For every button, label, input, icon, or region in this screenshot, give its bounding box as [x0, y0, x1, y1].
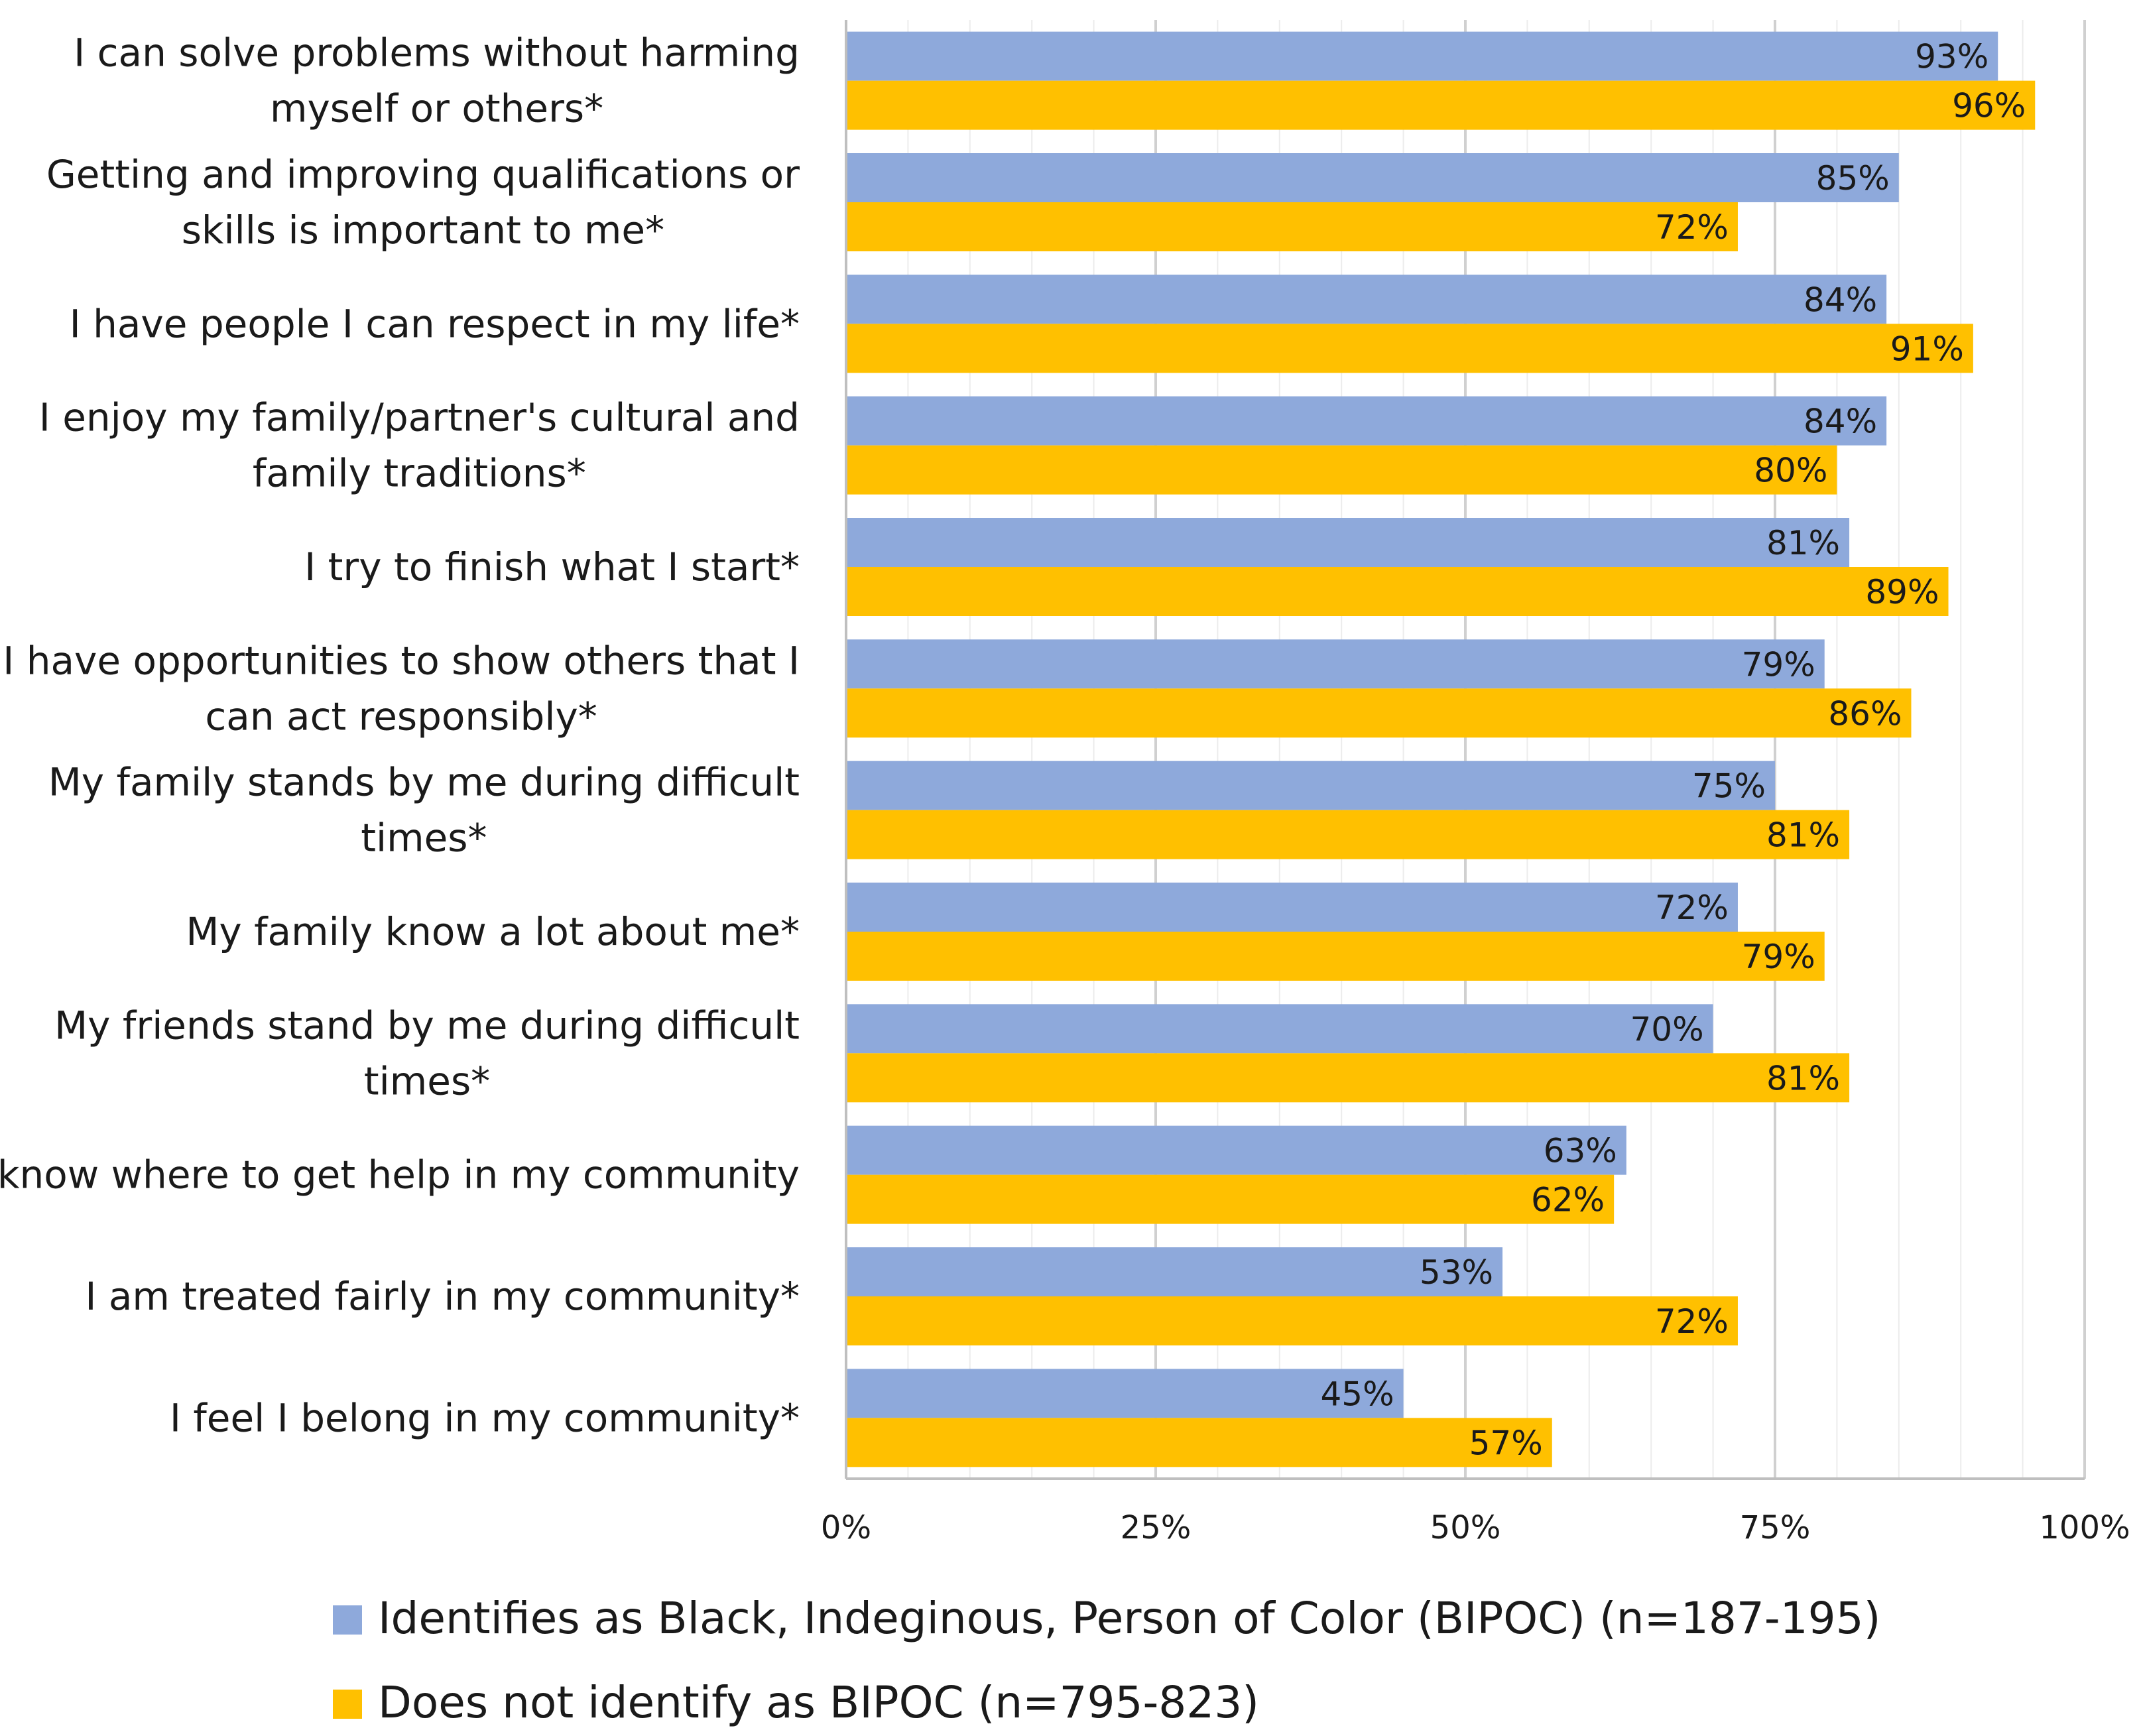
- bar-bipoc: [846, 1369, 1404, 1418]
- category-label-line: I am treated fairly in my community*: [85, 1274, 800, 1319]
- bar-non-bipoc: [846, 810, 1850, 859]
- legend-label: Does not identify as BIPOC (n=795-823): [378, 1677, 1259, 1728]
- category-label: I have people I can respect in my life*: [70, 301, 800, 346]
- x-tick-label: 100%: [2039, 1509, 2130, 1546]
- data-label: 85%: [1816, 159, 1890, 198]
- bar-non-bipoc: [846, 1296, 1738, 1345]
- data-label: 45%: [1320, 1375, 1394, 1413]
- bar-bipoc: [846, 1004, 1713, 1054]
- gridlines: [907, 20, 2086, 1479]
- bar-bipoc: [846, 275, 1887, 324]
- data-label: 79%: [1742, 645, 1815, 684]
- category-label: My friends stand by me during difficult t…: [54, 1003, 800, 1103]
- data-label: 80%: [1754, 452, 1827, 490]
- category-label-line: myself or others*: [270, 86, 603, 131]
- legend-swatch: [333, 1605, 362, 1635]
- data-label: 63%: [1544, 1132, 1617, 1170]
- data-label: 72%: [1655, 208, 1729, 247]
- category-label-line: can act responsibly*: [205, 694, 597, 739]
- category-label: I feel I belong in my community*: [170, 1395, 800, 1440]
- bar-bipoc: [846, 883, 1738, 932]
- category-label-line: times*: [361, 816, 487, 861]
- data-label: 70%: [1630, 1010, 1703, 1048]
- bar-non-bipoc: [846, 688, 1912, 738]
- value-labels: 93%96%85%72%84%91%84%80%81%89%79%86%75%8…: [1320, 38, 2026, 1463]
- legend-swatch: [333, 1690, 362, 1719]
- category-label-line: I can solve problems without harming: [74, 31, 800, 76]
- data-label: 81%: [1766, 816, 1840, 855]
- data-label: 57%: [1469, 1424, 1543, 1462]
- category-label-line: I feel I belong in my community*: [170, 1395, 800, 1440]
- bar-bipoc: [846, 1247, 1503, 1296]
- data-label: 72%: [1655, 1302, 1729, 1341]
- category-label: I can solve problems without harming myse…: [74, 31, 800, 131]
- data-label: 81%: [1766, 524, 1840, 562]
- category-label: I enjoy my family/partner's cultural and…: [39, 395, 800, 496]
- data-label: 84%: [1804, 280, 1877, 319]
- category-label: My family know a lot about me*: [186, 909, 800, 954]
- category-label: I try to finish what I start*: [304, 544, 800, 589]
- bar-bipoc: [846, 518, 1850, 567]
- bar-bipoc: [846, 761, 1775, 810]
- data-label: 84%: [1804, 403, 1877, 441]
- category-label-line: times*: [364, 1058, 490, 1103]
- data-label: 79%: [1742, 938, 1815, 976]
- category-label: My family stands by me during difficult t…: [48, 760, 800, 861]
- bar-bipoc: [846, 639, 1825, 689]
- category-label: Getting and improving qualifications or s…: [46, 152, 800, 253]
- category-label: I know where to get help in my community: [0, 1152, 800, 1198]
- category-label-line: My family know a lot about me*: [186, 909, 800, 954]
- category-label-line: family traditions*: [253, 451, 586, 496]
- category-label-line: I try to finish what I start*: [304, 544, 800, 589]
- category-label-line: skills is important to me*: [182, 208, 664, 253]
- legend-label: Identifies as Black, Indeginous, Person …: [378, 1593, 1880, 1644]
- bar-non-bipoc: [846, 1418, 1552, 1467]
- data-label: 75%: [1692, 767, 1766, 806]
- data-label: 91%: [1890, 330, 1964, 368]
- x-tick-label: 0%: [821, 1509, 871, 1546]
- bar-bipoc: [846, 396, 1887, 446]
- category-label-line: I know where to get help in my community: [0, 1152, 800, 1198]
- category-label: I have opportunities to show others that…: [3, 638, 800, 739]
- axes: [845, 20, 2085, 1480]
- data-label: 86%: [1828, 694, 1902, 733]
- bar-bipoc: [846, 31, 1998, 81]
- data-label: 53%: [1420, 1253, 1493, 1292]
- data-label: 72%: [1655, 889, 1729, 927]
- category-label: I am treated fairly in my community*: [85, 1274, 800, 1319]
- x-tick-label: 50%: [1430, 1509, 1501, 1546]
- bars: [846, 31, 2036, 1467]
- x-tick-label: 75%: [1740, 1509, 1811, 1546]
- category-label-line: I have opportunities to show others that…: [3, 638, 800, 683]
- bar-non-bipoc: [846, 80, 2036, 130]
- x-tick-labels: 0% 25% 50% 75% 100%: [821, 1509, 2130, 1546]
- data-label: 81%: [1766, 1059, 1840, 1097]
- data-label: 93%: [1915, 38, 1988, 76]
- legend: Identifies as Black, Indeginous, Person …: [333, 1593, 1880, 1728]
- bar-non-bipoc: [846, 324, 1973, 373]
- data-label: 96%: [1952, 87, 2026, 125]
- bar-non-bipoc: [846, 1053, 1850, 1103]
- bar-non-bipoc: [846, 445, 1837, 495]
- bar-non-bipoc: [846, 1174, 1615, 1224]
- data-label: 62%: [1531, 1181, 1605, 1219]
- data-label: 89%: [1865, 573, 1939, 611]
- category-label-line: My family stands by me during difficult: [48, 760, 800, 805]
- bar-non-bipoc: [846, 567, 1949, 616]
- bar-non-bipoc: [846, 932, 1825, 981]
- category-label-line: Getting and improving qualifications or: [46, 152, 800, 197]
- bar-non-bipoc: [846, 202, 1738, 251]
- bar-bipoc: [846, 1125, 1626, 1175]
- category-labels: I can solve problems without harming myse…: [0, 31, 800, 1441]
- bar-bipoc: [846, 153, 1899, 202]
- category-label-line: My friends stand by me during difficult: [54, 1003, 800, 1048]
- category-label-line: I have people I can respect in my life*: [70, 301, 800, 346]
- category-label-line: I enjoy my family/partner's cultural and: [39, 395, 800, 440]
- x-tick-label: 25%: [1121, 1509, 1192, 1546]
